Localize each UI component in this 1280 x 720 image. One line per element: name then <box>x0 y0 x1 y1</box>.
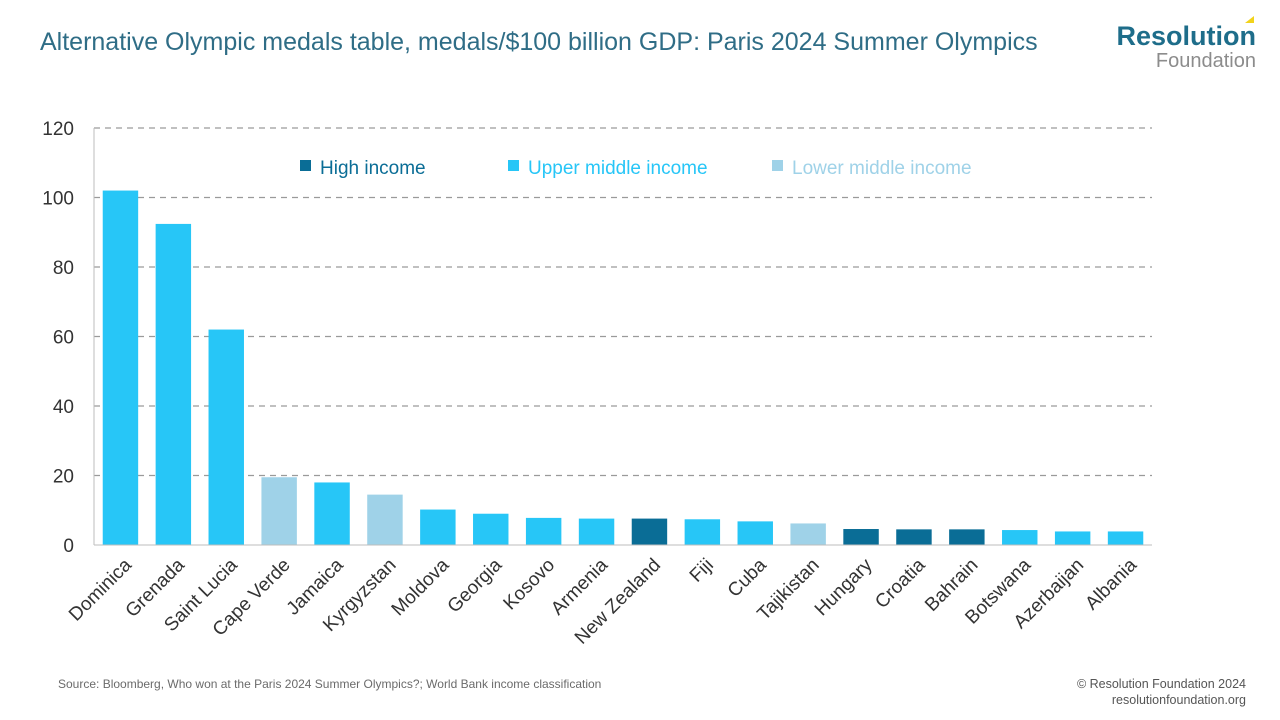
chart-title: Alternative Olympic medals table, medals… <box>40 28 1038 56</box>
bars <box>102 190 1144 546</box>
source-note: Source: Bloomberg, Who won at the Paris … <box>58 677 602 691</box>
legend-swatch-lower-middle-income <box>772 160 783 171</box>
bar-saint-lucia <box>208 329 244 545</box>
x-tick-label-moldova: Moldova <box>388 554 454 620</box>
bar-jamaica <box>314 482 350 545</box>
bar-grenada <box>155 223 192 545</box>
bar-azerbaijan <box>1054 531 1091 545</box>
legend-label-high-income: High income <box>320 158 426 179</box>
bar-fiji <box>684 519 721 545</box>
logo-wordmark-resolution: Resolution <box>1117 16 1256 50</box>
x-tick-label-croatia: Croatia <box>871 554 929 612</box>
bar-moldova <box>420 509 456 545</box>
gridlines <box>94 127 1152 477</box>
resolution-foundation-logo: Resolution Foundation <box>1117 16 1256 72</box>
x-tick-label-dominica: Dominica <box>65 554 136 625</box>
logo-wordmark-foundation: Foundation <box>1155 50 1256 72</box>
legend: High income Upper middle income Lower midd… <box>300 158 972 179</box>
x-tick-label-fiji: Fiji <box>686 555 718 587</box>
copyright-credit: © Resolution Foundation 2024 resolutionf… <box>1077 676 1246 708</box>
y-tick-label-80: 80 <box>53 258 74 279</box>
bar-croatia <box>896 529 932 545</box>
bar-kosovo <box>525 517 562 545</box>
y-tick-label-20: 20 <box>53 467 74 488</box>
bar-albania <box>1107 531 1144 545</box>
legend-swatch-high-income <box>300 160 311 171</box>
x-tick-label-albania: Albania <box>1081 554 1141 614</box>
bar-new-zealand <box>631 518 668 545</box>
y-tick-label-60: 60 <box>53 328 74 349</box>
bar-botswana <box>1002 530 1038 545</box>
y-tick-label-0: 0 <box>63 536 74 557</box>
y-tick-label-40: 40 <box>53 397 74 418</box>
bar-kyrgyzstan <box>367 494 403 545</box>
x-tick-label-cuba: Cuba <box>724 554 771 601</box>
legend-swatch-upper-middle-income <box>508 160 519 171</box>
y-tick-label-120: 120 <box>42 119 74 140</box>
x-tick-label-georgia: Georgia <box>444 554 507 617</box>
y-tick-label-100: 100 <box>42 189 74 210</box>
x-tick-label-hungary: Hungary <box>811 554 877 620</box>
copyright-line: © Resolution Foundation 2024 <box>1076 677 1246 691</box>
bar-bahrain <box>949 529 985 545</box>
bar-tajikistan <box>790 523 826 545</box>
bar-cape-verde <box>261 477 297 545</box>
bar-georgia <box>473 513 509 545</box>
y-axis-ticks: 0 20 40 60 80 100 120 <box>42 119 74 557</box>
bar-cuba <box>737 521 773 545</box>
logo-accent-mark <box>1245 16 1254 23</box>
bar-armenia <box>578 518 615 545</box>
legend-label-upper-middle-income: Upper middle income <box>528 158 708 179</box>
bar-hungary <box>843 529 879 545</box>
legend-label-lower-middle-income: Lower middle income <box>792 158 972 179</box>
website-line: resolutionfoundation.org <box>1111 693 1246 707</box>
bar-dominica <box>102 190 139 546</box>
